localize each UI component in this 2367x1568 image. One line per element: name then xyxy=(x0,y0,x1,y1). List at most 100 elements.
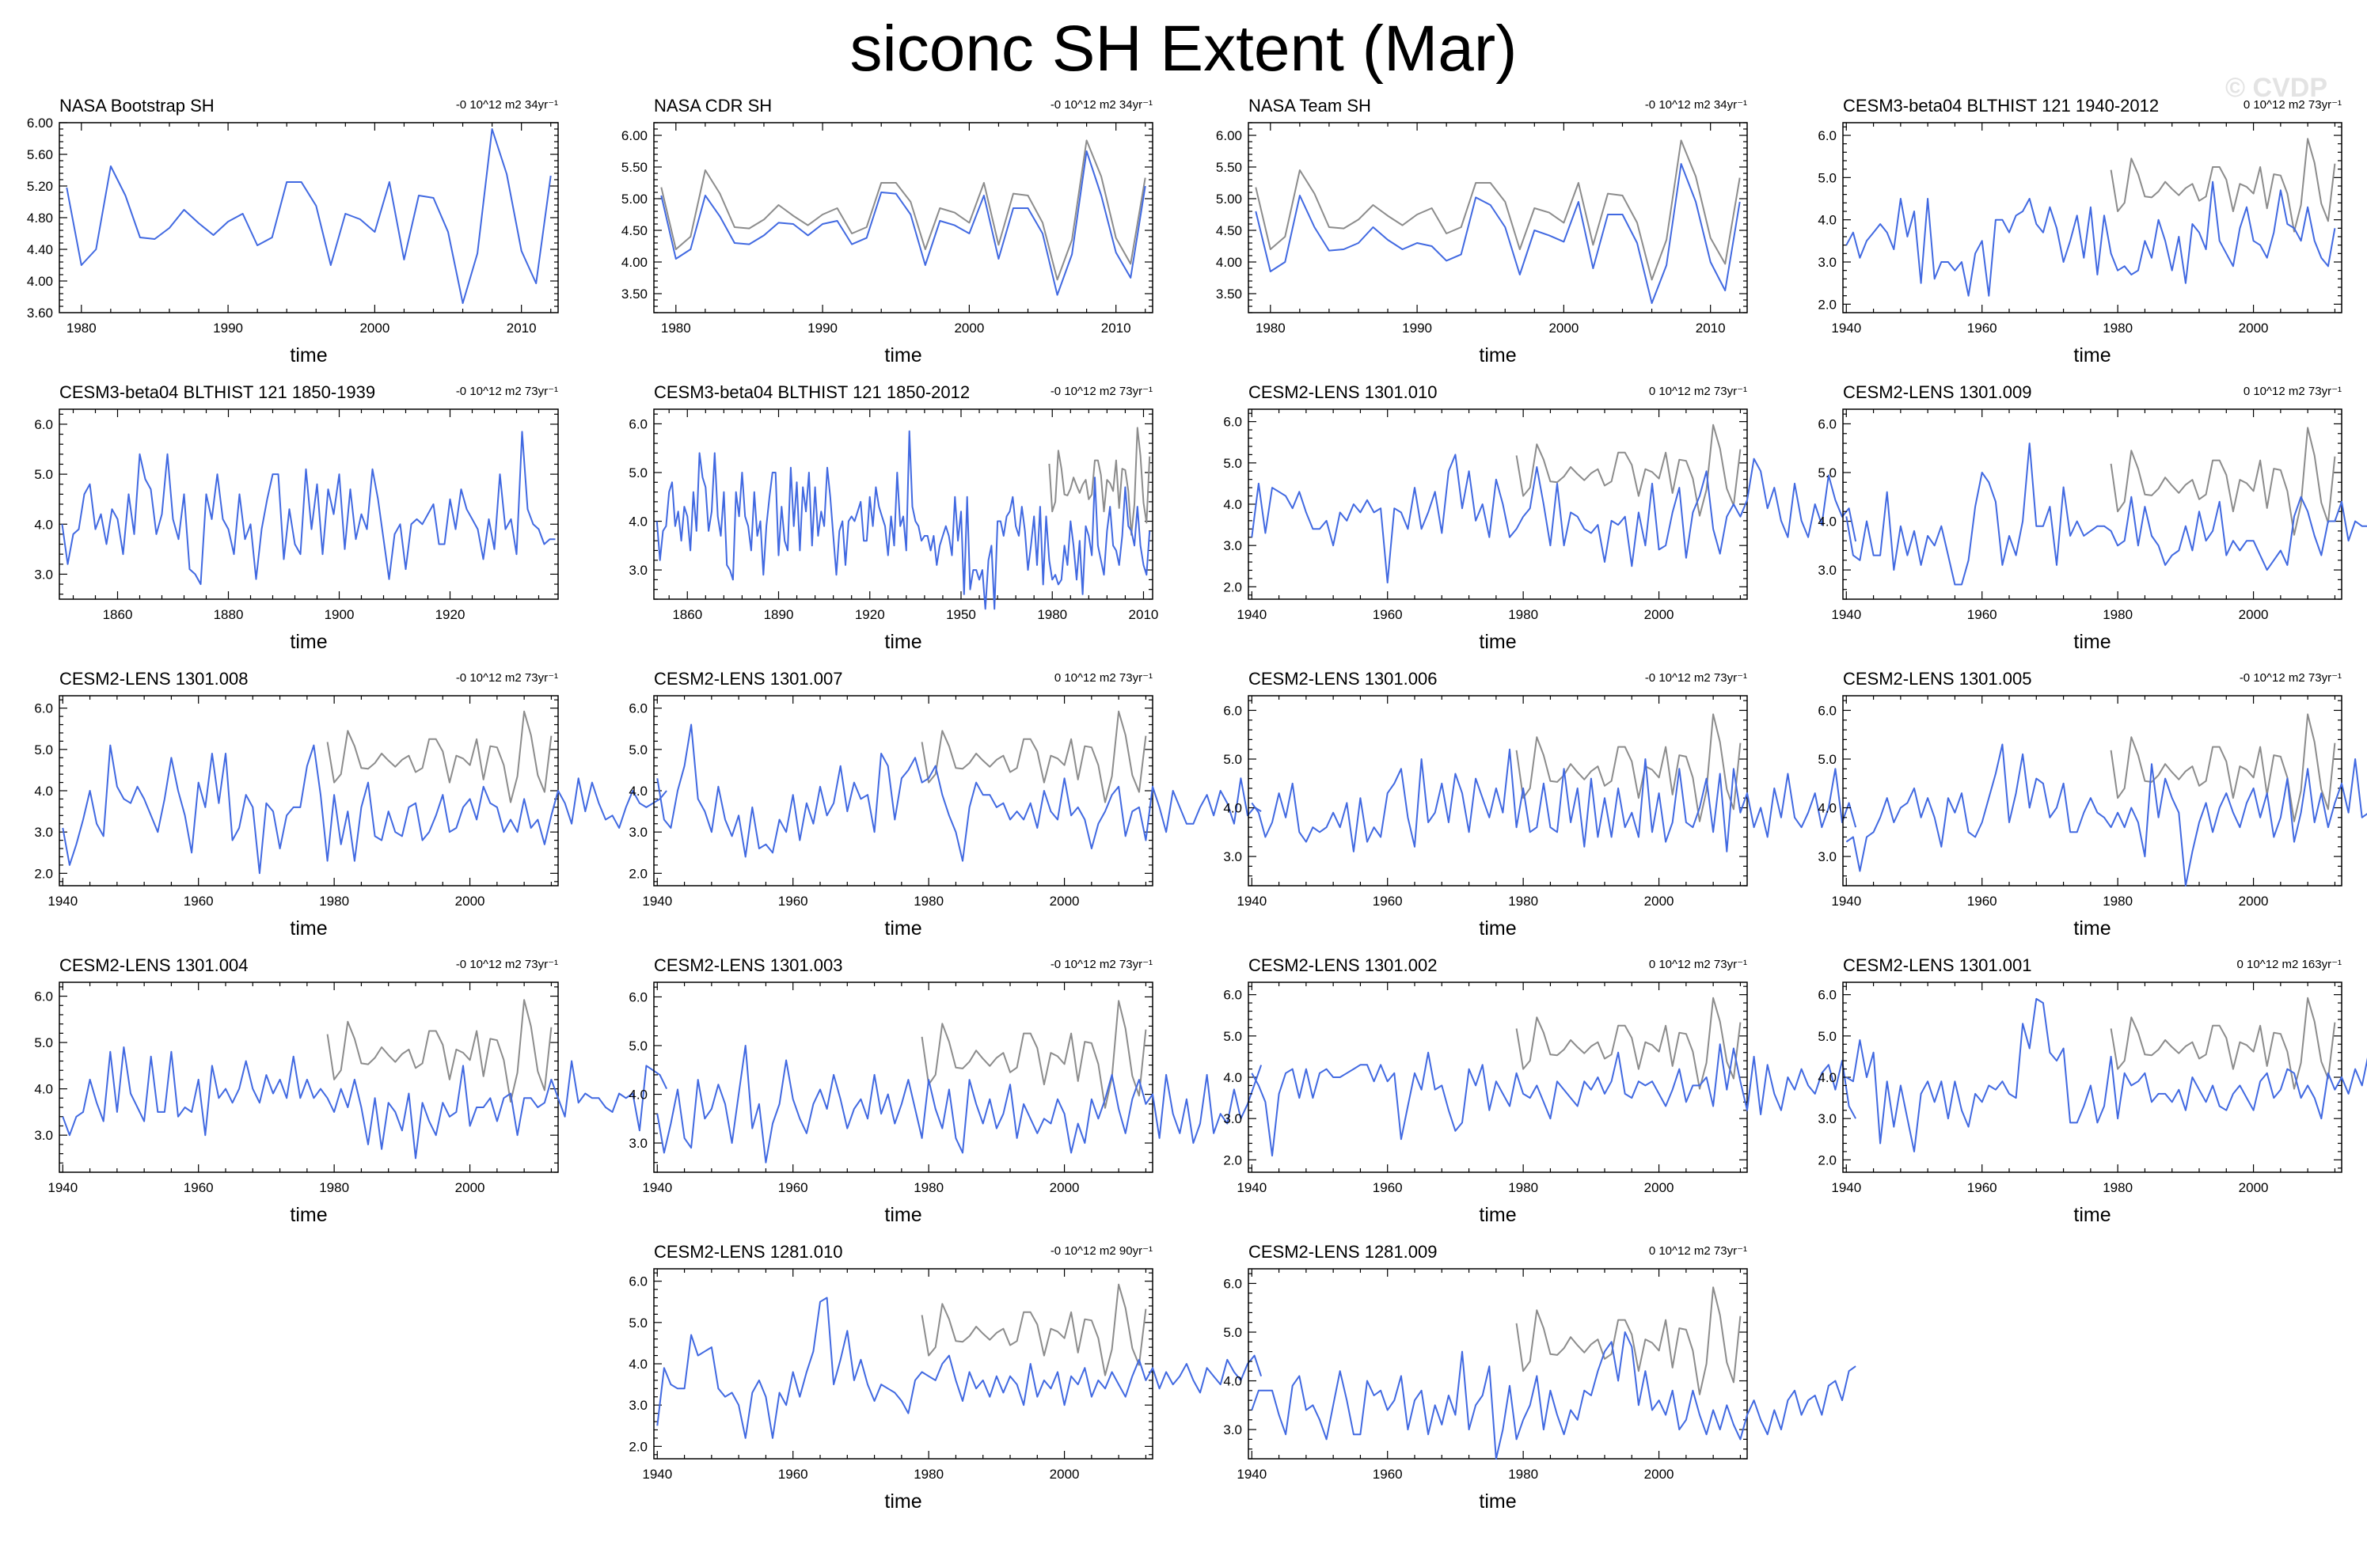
model-series-line xyxy=(1251,748,1857,852)
x-tick-label: 1960 xyxy=(1373,894,1403,909)
x-tick-label: 1980 xyxy=(661,321,691,336)
panel-title: CESM2-LENS 1281.009 xyxy=(1248,1242,1437,1262)
x-tick-label: 1940 xyxy=(47,1180,78,1195)
chart-svg: CESM2-LENS 1301.009 0 10^12 m2 73yr⁻¹ 3.0 4… xyxy=(1818,382,2367,653)
x-tick-label: 1960 xyxy=(1967,894,1997,909)
y-tick-label: 3.0 xyxy=(1223,1111,1242,1126)
obs-series-line xyxy=(1515,997,1742,1090)
chart-svg: CESM3-beta04 BLTHIST 121 1850-1939 -0 10^… xyxy=(34,382,559,653)
x-tick-label: 2000 xyxy=(1050,1467,1080,1482)
y-tick-label: 3.0 xyxy=(1818,255,1837,270)
plot-frame xyxy=(1248,408,1748,600)
y-tick-label: 6.0 xyxy=(1223,703,1242,718)
chart-panel: NASA Bootstrap SH -0 10^12 m2 34yr⁻¹ 3.60 4… xyxy=(27,87,629,366)
chart-svg: CESM3-beta04 BLTHIST 121 1850-2012 -0 10^… xyxy=(629,382,1158,653)
panel-title: CESM2-LENS 1301.002 xyxy=(1248,955,1437,975)
x-axis-label: time xyxy=(290,344,327,366)
y-tick-label: 6.0 xyxy=(34,417,53,432)
x-tick-label: 1960 xyxy=(1373,1467,1403,1482)
y-tick-label: 3.0 xyxy=(629,825,648,840)
chart-svg: CESM2-LENS 1301.008 -0 10^12 m2 73yr⁻¹ 2.0… xyxy=(34,669,667,940)
trend-label: 0 10^12 m2 73yr⁻¹ xyxy=(2244,98,2342,112)
x-tick-label: 2000 xyxy=(455,894,485,909)
x-axis-label: time xyxy=(1479,917,1516,940)
x-tick-label: 1980 xyxy=(1037,607,1067,622)
y-tick-label: 4.0 xyxy=(629,1357,648,1372)
x-axis-label: time xyxy=(2073,631,2111,653)
chart-panel: CESM2-LENS 1301.009 0 10^12 m2 73yr⁻¹ 3.0 4… xyxy=(1818,374,2367,653)
x-tick-label: 1940 xyxy=(1237,894,1267,909)
x-tick-label: 1980 xyxy=(2103,1180,2133,1195)
x-tick-label: 1960 xyxy=(778,894,808,909)
x-tick-label: 1920 xyxy=(855,607,885,622)
x-tick-label: 2010 xyxy=(507,321,537,336)
model-series-line xyxy=(656,723,1262,862)
x-tick-label: 1980 xyxy=(914,1180,944,1195)
trend-label: 0 10^12 m2 73yr⁻¹ xyxy=(1054,671,1153,685)
x-tick-label: 1980 xyxy=(1256,321,1286,336)
trend-label: -0 10^12 m2 73yr⁻¹ xyxy=(1051,385,1153,398)
chart-svg: NASA Bootstrap SH -0 10^12 m2 34yr⁻¹ 3.60 4… xyxy=(27,96,559,366)
x-tick-label: 1940 xyxy=(1831,321,1861,336)
y-tick-label: 2.0 xyxy=(34,866,53,881)
x-tick-label: 2000 xyxy=(2239,894,2269,909)
y-tick-label: 4.50 xyxy=(1216,223,1242,238)
y-tick-label: 3.60 xyxy=(27,306,53,321)
panel-title: NASA Bootstrap SH xyxy=(59,96,215,116)
y-tick-label: 5.0 xyxy=(34,1035,53,1050)
panel-title: CESM3-beta04 BLTHIST 121 1940-2012 xyxy=(1843,96,2159,116)
plot-frame xyxy=(1248,122,1748,313)
x-tick-label: 2000 xyxy=(2239,607,2269,622)
chart-svg: NASA Team SH -0 10^12 m2 34yr⁻¹ 3.50 4.00 4.… xyxy=(1216,96,1748,366)
x-tick-label: 1940 xyxy=(1237,607,1267,622)
chart-svg: CESM2-LENS 1301.002 0 10^12 m2 73yr⁻¹ 2.0 3… xyxy=(1223,955,1856,1226)
y-tick-label: 6.0 xyxy=(1223,988,1242,1003)
y-tick-label: 5.00 xyxy=(1216,192,1242,207)
y-tick-label: 4.50 xyxy=(621,223,648,238)
panel-title: NASA Team SH xyxy=(1248,96,1371,116)
y-tick-label: 5.0 xyxy=(629,742,648,757)
x-tick-label: 1960 xyxy=(1967,321,1997,336)
panel-title: CESM2-LENS 1301.007 xyxy=(654,669,842,689)
x-tick-label: 2000 xyxy=(1644,1180,1674,1195)
chart-panel: CESM2-LENS 1301.005 -0 10^12 m2 73yr⁻¹ 3.0… xyxy=(1818,660,2367,940)
chart-panel: CESM3-beta04 BLTHIST 121 1940-2012 0 10^1… xyxy=(1818,87,2367,366)
y-tick-label: 2.0 xyxy=(1223,579,1242,594)
y-tick-label: 5.50 xyxy=(1216,160,1242,175)
x-tick-label: 1950 xyxy=(946,607,976,622)
panel-title: CESM2-LENS 1301.006 xyxy=(1248,669,1437,689)
y-tick-label: 3.0 xyxy=(1223,538,1242,553)
panel-title: NASA CDR SH xyxy=(654,96,772,116)
chart-panel: CESM2-LENS 1301.002 0 10^12 m2 73yr⁻¹ 2.0 3… xyxy=(1223,947,1856,1226)
chart-svg: NASA CDR SH -0 10^12 m2 34yr⁻¹ 3.50 4.00 4.5… xyxy=(621,96,1153,366)
model-series-line xyxy=(1251,1331,1856,1460)
y-tick-label: 2.0 xyxy=(1818,297,1837,312)
plot-frame xyxy=(653,1268,1153,1460)
panel-title: CESM2-LENS 1301.010 xyxy=(1248,382,1437,402)
y-tick-label: 6.0 xyxy=(1818,988,1837,1003)
plot-frame xyxy=(1248,981,1748,1173)
y-tick-label: 4.0 xyxy=(1818,1070,1837,1085)
y-tick-label: 4.0 xyxy=(629,1088,648,1103)
x-axis-label: time xyxy=(2073,1204,2111,1226)
y-tick-label: 6.0 xyxy=(629,989,648,1004)
obs-series-line xyxy=(1515,1286,1742,1395)
x-tick-label: 1960 xyxy=(778,1467,808,1482)
chart-panel: CESM2-LENS 1301.003 -0 10^12 m2 73yr⁻¹ 3.0… xyxy=(629,947,1263,1226)
x-tick-label: 2000 xyxy=(1548,321,1579,336)
y-tick-label: 3.0 xyxy=(34,825,53,840)
plot-frame xyxy=(653,695,1153,887)
chart-panel: CESM2-LENS 1301.006 -0 10^12 m2 73yr⁻¹ 3.0… xyxy=(1223,660,1857,940)
y-tick-label: 4.0 xyxy=(1818,801,1837,816)
trend-label: -0 10^12 m2 34yr⁻¹ xyxy=(1051,98,1153,112)
model-series-line xyxy=(1845,180,2336,297)
x-tick-label: 2000 xyxy=(1050,1180,1080,1195)
y-tick-label: 3.0 xyxy=(1818,563,1837,578)
x-tick-label: 1940 xyxy=(1237,1180,1267,1195)
y-tick-label: 6.0 xyxy=(1223,1276,1242,1291)
x-axis-label: time xyxy=(884,1490,921,1513)
y-tick-label: 3.0 xyxy=(1818,1111,1837,1126)
model-series-line xyxy=(1251,1043,1856,1157)
chart-svg: CESM2-LENS 1301.007 0 10^12 m2 73yr⁻¹ 2.0 3… xyxy=(629,669,1262,940)
